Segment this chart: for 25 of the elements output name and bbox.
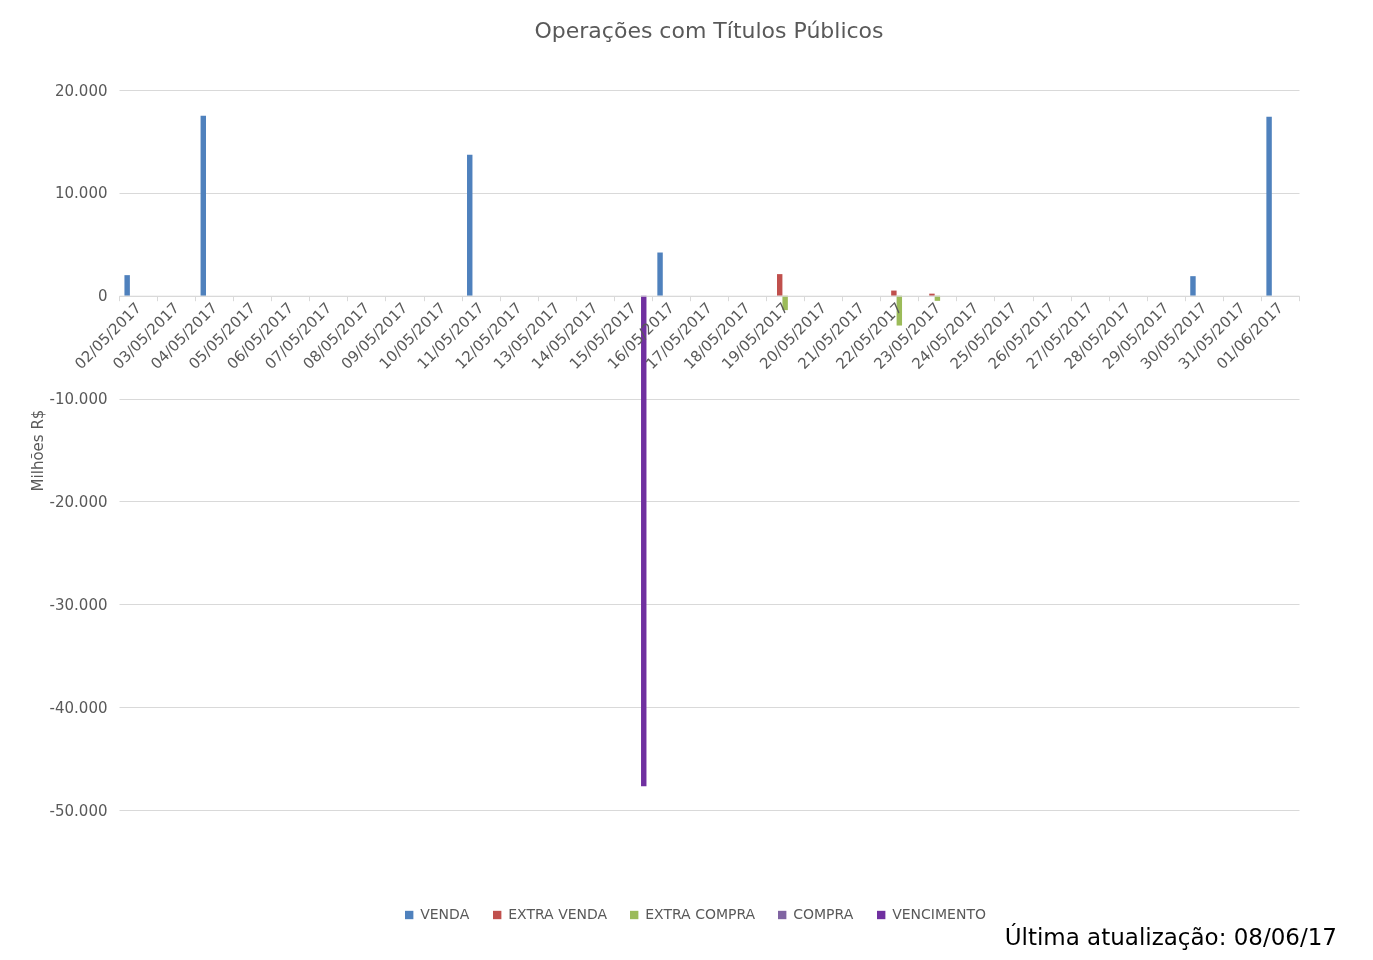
y-tick-label: -40.000 (49, 698, 108, 717)
y-tick-label: 20.000 (55, 81, 108, 100)
legend-label: VENDA (420, 906, 470, 922)
legend-label: EXTRA COMPRA (645, 906, 756, 922)
bar (200, 115, 206, 296)
legend-label: COMPRA (793, 906, 854, 922)
chart-title: Operações com Títulos Públicos (534, 18, 884, 43)
y-tick-label: -30.000 (49, 595, 108, 614)
bar (891, 290, 897, 296)
y-tick-label: -20.000 (49, 492, 108, 511)
legend-label: VENCIMENTO (892, 906, 986, 922)
y-tick-label: 10.000 (55, 184, 108, 203)
y-tick-label: -50.000 (49, 801, 108, 820)
legend-label: EXTRA VENDA (508, 906, 608, 922)
y-tick-label: 0 (97, 287, 108, 306)
bar (929, 293, 935, 296)
bar (776, 274, 783, 296)
bar (1190, 276, 1196, 296)
bar (1266, 116, 1272, 296)
bar (657, 252, 663, 296)
y-axis-title: Milhões R$ (28, 409, 47, 492)
text: Última atualização: 08/06/17 (1004, 924, 1337, 950)
bar (467, 154, 473, 296)
bar (124, 275, 130, 296)
y-tick-label: -10.000 (49, 390, 108, 409)
